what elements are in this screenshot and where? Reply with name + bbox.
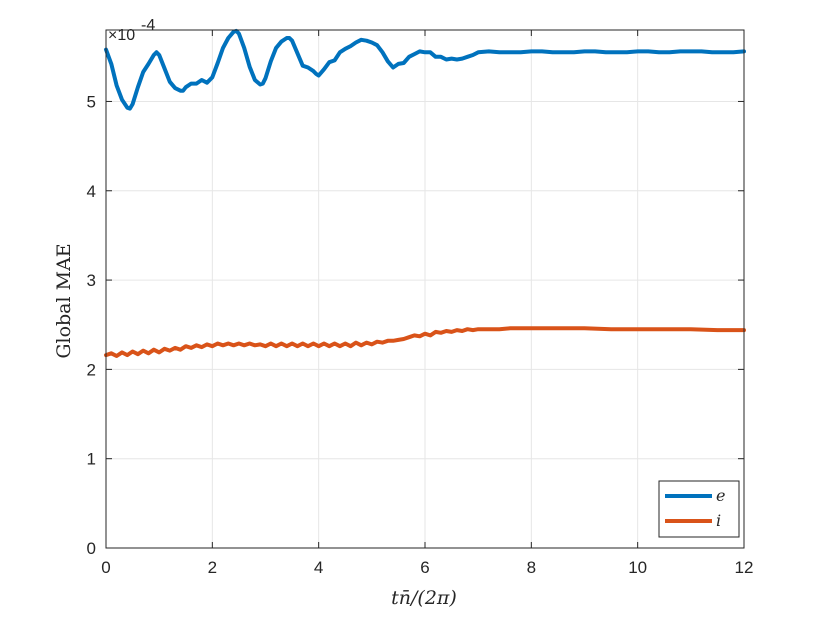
y-tick-label: 4 — [87, 182, 96, 201]
legend-label-e: e — [716, 486, 725, 505]
y-tick-label: 1 — [87, 450, 96, 469]
y-axis-label: Global MAE — [53, 243, 75, 358]
legend-label-i: i — [716, 511, 721, 530]
series-line-e — [104, 28, 746, 111]
x-tick-label: 0 — [101, 558, 110, 577]
x-tick-label: 2 — [208, 558, 217, 577]
y-exponent-label: ×10 -4 — [108, 17, 155, 44]
y-exponent-text: -4 — [141, 17, 155, 34]
y-multiplier-text: ×10 — [108, 27, 135, 44]
legend: e i — [658, 480, 740, 538]
x-ticks: 0 2 4 6 8 10 12 — [101, 30, 753, 577]
x-tick-label: 6 — [420, 558, 429, 577]
x-tick-label: 4 — [314, 558, 323, 577]
y-ticks: 0 1 2 3 4 5 — [87, 92, 744, 558]
series-lines — [104, 28, 746, 358]
y-tick-label: 0 — [87, 539, 96, 558]
x-axis-label: tn̄/(2π) — [391, 587, 457, 609]
x-tick-label: 10 — [628, 558, 647, 577]
grid-lines — [105, 30, 745, 549]
y-tick-label: 2 — [87, 360, 96, 379]
legend-box — [658, 480, 740, 538]
series-line-i — [104, 326, 746, 358]
x-tick-label: 8 — [527, 558, 536, 577]
x-tick-label: 12 — [735, 558, 754, 577]
y-tick-label: 3 — [87, 271, 96, 290]
y-tick-label: 5 — [87, 92, 96, 111]
